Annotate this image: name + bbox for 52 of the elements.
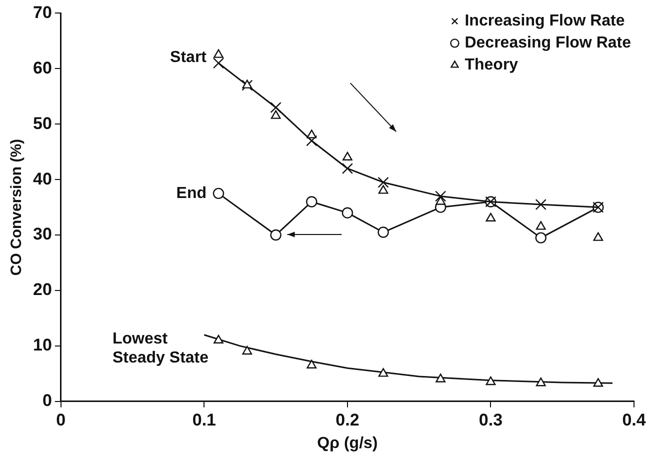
point (306, 130, 317, 138)
x-tick-label: 0.2 (336, 410, 360, 430)
point (342, 207, 354, 218)
point (436, 374, 446, 382)
point (214, 49, 224, 58)
y-tick-label: 0 (42, 391, 52, 410)
y-tick-label: 60 (32, 58, 52, 78)
point (270, 229, 282, 241)
x-axis-title: Qρ (g/s) (317, 434, 378, 452)
point (535, 232, 546, 244)
point (486, 212, 496, 222)
x-tick-label: 0.4 (622, 410, 646, 430)
point (342, 162, 354, 174)
y-tick-label: 10 (32, 336, 52, 355)
y-tick-label: 20 (32, 280, 52, 300)
y-tick-label: 30 (32, 224, 52, 244)
point (436, 196, 446, 205)
point (378, 226, 389, 238)
y-tick-label: 40 (32, 169, 52, 188)
point (270, 110, 281, 119)
point (593, 378, 604, 387)
point (212, 58, 224, 69)
legend-label: Increasing Flow Rate (464, 12, 625, 30)
point (536, 221, 546, 230)
point (342, 152, 352, 160)
y-axis-title: CO Conversion (%) (8, 138, 26, 276)
point (242, 346, 252, 355)
annotation: End (176, 184, 207, 202)
point (306, 135, 318, 146)
point (214, 334, 224, 344)
y-tick-label: 50 (32, 114, 52, 133)
legend-label: Decreasing Flow Rate (464, 34, 632, 52)
point (593, 232, 604, 241)
point (486, 376, 496, 386)
point (306, 196, 318, 208)
point (270, 102, 282, 114)
x-tick-label: 0.1 (192, 410, 216, 430)
x-tick-label: 0.3 (478, 410, 503, 430)
y-tick-label: 70 (32, 2, 52, 22)
point (306, 360, 317, 368)
point (536, 378, 546, 386)
point (378, 176, 389, 188)
point (378, 185, 388, 194)
legend-label: Theory (464, 56, 518, 74)
annotation: Lowest Steady State (112, 330, 209, 367)
point (535, 198, 546, 210)
point (212, 188, 224, 200)
annotation: Start (170, 48, 208, 66)
point (435, 190, 446, 202)
point (242, 80, 252, 88)
point (378, 368, 388, 377)
x-tick-label: 0 (56, 410, 66, 430)
